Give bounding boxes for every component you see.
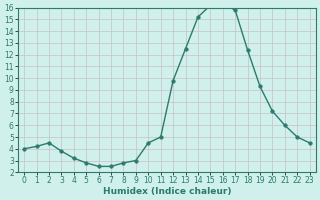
X-axis label: Humidex (Indice chaleur): Humidex (Indice chaleur) <box>103 187 231 196</box>
